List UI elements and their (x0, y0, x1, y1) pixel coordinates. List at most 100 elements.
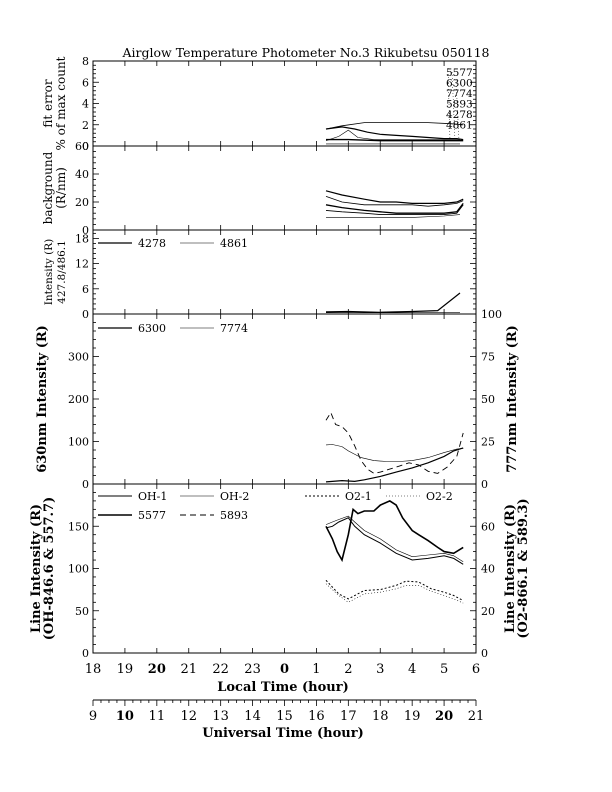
y-axis-label: Intensity (R) (43, 239, 55, 305)
y-tick-label: 6 (82, 76, 89, 89)
legend-label: 4861 (220, 237, 248, 250)
y-tick-label: 0 (82, 478, 89, 491)
panel-fit-error: 0 2 4 6 8 fit error% of max count 557763007774… (41, 55, 477, 153)
ut-tick-label: 14 (244, 709, 261, 724)
y-right-axis-label: 777nm Intensity (R) (505, 325, 520, 473)
legend-label: O2-1 (345, 490, 372, 503)
universal-time-axis-label: Universal Time (hour) (202, 726, 364, 741)
y-tick-label: 2 (82, 119, 89, 132)
y-right-tick-label: 25 (481, 436, 495, 449)
legend-label: O2-2 (426, 490, 453, 503)
universal-time-axis: 9 10 11 12 13 14 15 16 17 18 19 20 21 (89, 699, 485, 724)
y-tick-label: 0 (82, 140, 89, 153)
y-axis-label: background (41, 151, 55, 224)
y-tick-label: 6 (82, 283, 89, 296)
local-tick-label: 4 (408, 662, 416, 677)
local-tick-label: 0 (280, 662, 289, 677)
y-tick-label: 40 (75, 168, 89, 181)
panel-intensity-630-777: 0 100 200 300 0 25 50 75 100 630nm Intensity (R) 7… (35, 308, 520, 491)
series-line (325, 517, 464, 565)
y-right-tick-label: 50 (481, 393, 495, 406)
panel-background: 0 20 40 60 background (R/nm) (41, 140, 477, 237)
y-right-axis-label: Line Intensity (R) (503, 504, 518, 633)
y-axis-label: fit error (41, 79, 55, 127)
ut-tick-label: 16 (308, 709, 325, 724)
ut-tick-label: 15 (276, 709, 293, 724)
local-tick-label: 1 (312, 662, 320, 677)
series-line (325, 129, 460, 141)
series-end-label: 4861 (446, 120, 473, 132)
series-line (326, 138, 464, 142)
series-line (325, 583, 464, 604)
local-tick-label: 22 (212, 662, 229, 677)
y-tick-label: 8 (82, 55, 89, 68)
y-tick-label: 0 (82, 308, 89, 321)
ut-tick-label: 12 (180, 709, 197, 724)
series-line (325, 203, 464, 214)
ut-tick-label: 21 (468, 709, 485, 724)
y-axis-label: 630nm Intensity (R) (35, 325, 50, 473)
legend-label: 7774 (220, 322, 248, 335)
local-time-axis: 18 19 20 21 22 23 0 1 2 3 4 5 6 (85, 662, 480, 677)
y-right-tick-label: 100 (481, 308, 502, 321)
legend-label: 5893 (220, 509, 248, 522)
series-end-label: 6300 (446, 78, 473, 90)
local-tick-label: 6 (472, 662, 480, 677)
y-axis-label: 427.8/486.1 (56, 240, 68, 304)
y-tick-label: 200 (68, 393, 89, 406)
ut-tick-label: 13 (212, 709, 229, 724)
y-right-tick-label: 0 (481, 647, 488, 660)
series-end-label: 5577 (446, 67, 473, 79)
y-right-tick-label: 20 (481, 605, 495, 618)
series-line (325, 579, 464, 602)
panel-frame (92, 60, 477, 147)
series-line (325, 196, 464, 207)
y-right-tick-label: 0 (481, 478, 488, 491)
legend-label: 5577 (138, 509, 166, 522)
y-axis-label: Line Intensity (R) (29, 504, 44, 633)
series-line (325, 411, 464, 474)
series-line (325, 515, 464, 562)
ut-tick-label: 10 (116, 709, 134, 724)
legend-label: 6300 (138, 322, 166, 335)
y-tick-label: 20 (75, 196, 89, 209)
series-end-label: 7774 (446, 88, 473, 100)
y-tick-label: 12 (75, 258, 89, 271)
local-tick-label: 21 (180, 662, 197, 677)
local-tick-label: 18 (85, 662, 102, 677)
y-right-tick-label: 75 (481, 351, 495, 364)
legend-label: 4278 (138, 237, 166, 250)
series-line (326, 214, 461, 218)
ut-tick-label: 20 (435, 709, 453, 724)
y-tick-label: 18 (75, 232, 89, 245)
legend-label: OH-2 (220, 490, 249, 503)
series-line (325, 499, 464, 563)
ut-tick-label: 9 (89, 709, 97, 724)
y-axis-label: (R/nm) (54, 167, 68, 209)
series-line (325, 126, 464, 141)
figure-title: Airglow Temperature Photometer No.3 Riku… (122, 45, 490, 60)
y-right-axis-label: (O2-866.1 & 589.3) (516, 498, 531, 638)
series-end-label: 4278 (446, 109, 473, 121)
series-line (325, 292, 461, 313)
y-tick-label: 0 (82, 647, 89, 660)
ut-tick-label: 11 (149, 709, 166, 724)
y-tick-label: 100 (68, 563, 89, 576)
leader-lines (447, 67, 460, 141)
y-right-tick-label: 60 (481, 520, 495, 533)
series-line (325, 122, 464, 130)
ut-tick-label: 19 (404, 709, 421, 724)
y-tick-label: 100 (68, 436, 89, 449)
ut-tick-label: 18 (372, 709, 389, 724)
local-tick-label: 3 (376, 662, 384, 677)
y-tick-label: 50 (75, 605, 89, 618)
local-tick-label: 20 (148, 662, 166, 677)
series-line (325, 204, 464, 216)
series-line (325, 444, 464, 462)
series-line (325, 447, 464, 483)
local-time-axis-label: Local Time (hour) (217, 680, 349, 695)
legend-label: OH-1 (138, 490, 167, 503)
